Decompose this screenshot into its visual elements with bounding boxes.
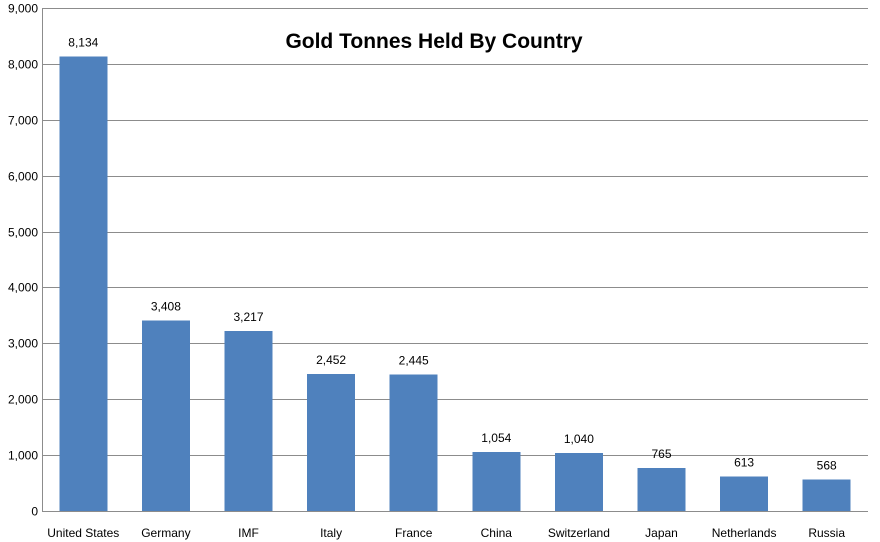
category-label: Russia — [808, 526, 845, 540]
category-label: Japan — [645, 526, 678, 540]
y-axis-ticks: 0 1,000 2,000 3,000 4,000 5,000 6,000 7,000 8,00… — [8, 2, 38, 519]
bar — [472, 452, 521, 511]
chart-title: Gold Tonnes Held By Country — [285, 30, 582, 53]
category-label: Switzerland — [548, 526, 610, 540]
data-label: 3,408 — [151, 300, 181, 314]
data-label: 2,452 — [316, 353, 346, 367]
data-label: 1,054 — [481, 431, 511, 445]
data-label: 765 — [651, 447, 671, 461]
data-label: 8,134 — [68, 35, 98, 49]
y-tick-label: 7,000 — [8, 114, 38, 128]
data-labels: 8,134 3,408 3,217 2,452 2,445 1,054 1,040 765 61… — [68, 35, 837, 472]
category-label: Italy — [320, 526, 342, 540]
bar — [554, 452, 603, 511]
data-label: 3,217 — [233, 310, 263, 324]
bar — [637, 468, 686, 511]
y-tick-label: 0 — [31, 505, 38, 519]
data-label: 613 — [734, 456, 754, 470]
y-tick-label: 9,000 — [8, 2, 38, 16]
bar — [389, 374, 438, 511]
y-tick-label: 2,000 — [8, 393, 38, 407]
data-label: 2,445 — [399, 353, 429, 367]
y-tick-label: 3,000 — [8, 337, 38, 351]
bar — [141, 320, 190, 511]
data-label: 1,040 — [564, 432, 594, 446]
data-label: 568 — [817, 458, 837, 472]
bar — [59, 56, 108, 511]
y-tick-label: 4,000 — [8, 281, 38, 295]
y-tick-label: 8,000 — [8, 58, 38, 72]
category-label: IMF — [238, 526, 259, 540]
category-label: Netherlands — [712, 526, 777, 540]
bars — [59, 56, 851, 511]
y-tick-label: 6,000 — [8, 170, 38, 184]
category-label: United States — [47, 526, 119, 540]
category-label: China — [481, 526, 513, 540]
y-tick-label: 5,000 — [8, 226, 38, 240]
y-tick-label: 1,000 — [8, 449, 38, 463]
bar — [720, 476, 769, 511]
x-axis-categories: United States Germany IMF Italy France China S… — [47, 526, 845, 540]
bar — [224, 331, 273, 511]
bar — [802, 479, 851, 511]
bar — [307, 373, 356, 511]
category-label: France — [395, 526, 433, 540]
category-label: Germany — [141, 526, 190, 540]
